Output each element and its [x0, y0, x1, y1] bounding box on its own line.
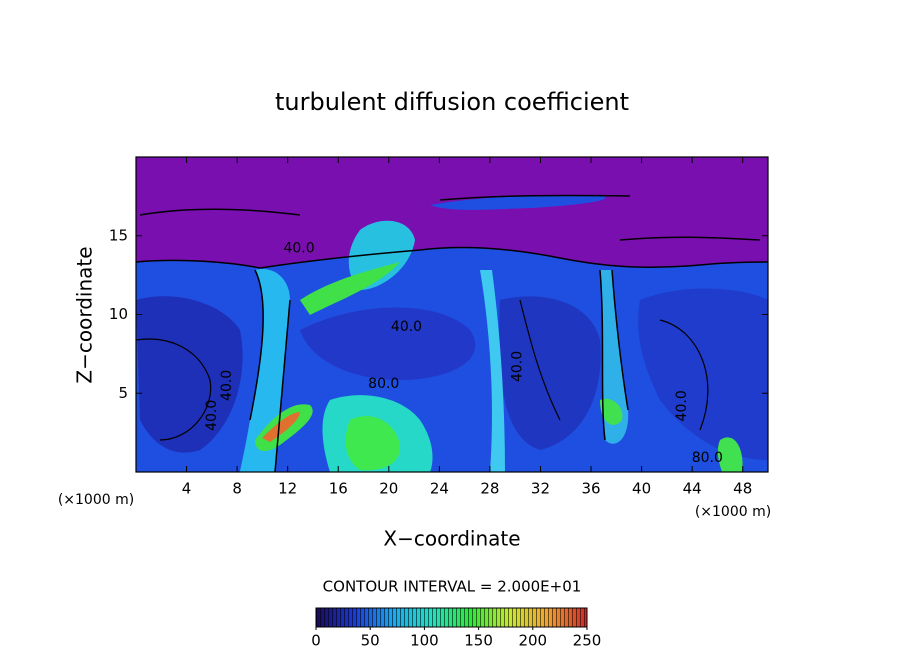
x-axis-label: X−coordinate [383, 527, 520, 551]
contour-field [136, 157, 768, 472]
x-tick-label: 4 [182, 480, 192, 498]
x-unit-label: (×1000 m) [695, 504, 771, 520]
colorbar-tick-label: 150 [464, 632, 493, 650]
y-unit-label: (×1000 m) [58, 492, 134, 508]
colorbar-tick-label: 100 [410, 632, 439, 650]
colorbar-tick-label: 0 [311, 632, 321, 650]
colorbar-frame [315, 607, 588, 628]
y-tick-label: 5 [118, 384, 128, 402]
x-tick-label: 24 [430, 480, 449, 498]
x-tick-label: 44 [683, 480, 702, 498]
contour-label: 40.0 [510, 351, 526, 382]
contour-label: 80.0 [692, 450, 723, 466]
annotation-layer: 40.040.080.040.040.040.0 40.080.0 [204, 240, 723, 465]
y-tick-label: 15 [109, 226, 128, 244]
x-tick-label: 36 [581, 480, 600, 498]
contour-label: 40.0 [391, 319, 422, 335]
y-tick-label: 10 [109, 305, 128, 323]
y-axis-label: Z−coordinate [73, 246, 97, 383]
x-tick-label: 8 [232, 480, 242, 498]
contour-label: 80.0 [368, 376, 399, 392]
x-tick-label: 20 [379, 480, 398, 498]
x-tick-label: 12 [278, 480, 297, 498]
colorbar-tick-label: 200 [518, 632, 547, 650]
contour-label: 40.0 [674, 390, 690, 421]
colorbar-tick-label: 50 [361, 632, 380, 650]
chart-title: turbulent diffusion coefficient [275, 88, 629, 116]
colorbar-tick-label: 250 [573, 632, 602, 650]
x-tick-label: 28 [480, 480, 499, 498]
x-tick-label: 16 [329, 480, 348, 498]
x-tick-label: 32 [531, 480, 550, 498]
x-tick-label: 48 [733, 480, 752, 498]
contour-label: 40.0 [219, 370, 235, 401]
colorbar-stripes [316, 608, 587, 627]
contour-label: 40.0 [283, 240, 314, 256]
contour-label: 40.0 [204, 400, 220, 431]
contour-interval-label: CONTOUR INTERVAL = 2.000E+01 [323, 578, 582, 596]
x-tick-label: 40 [632, 480, 651, 498]
